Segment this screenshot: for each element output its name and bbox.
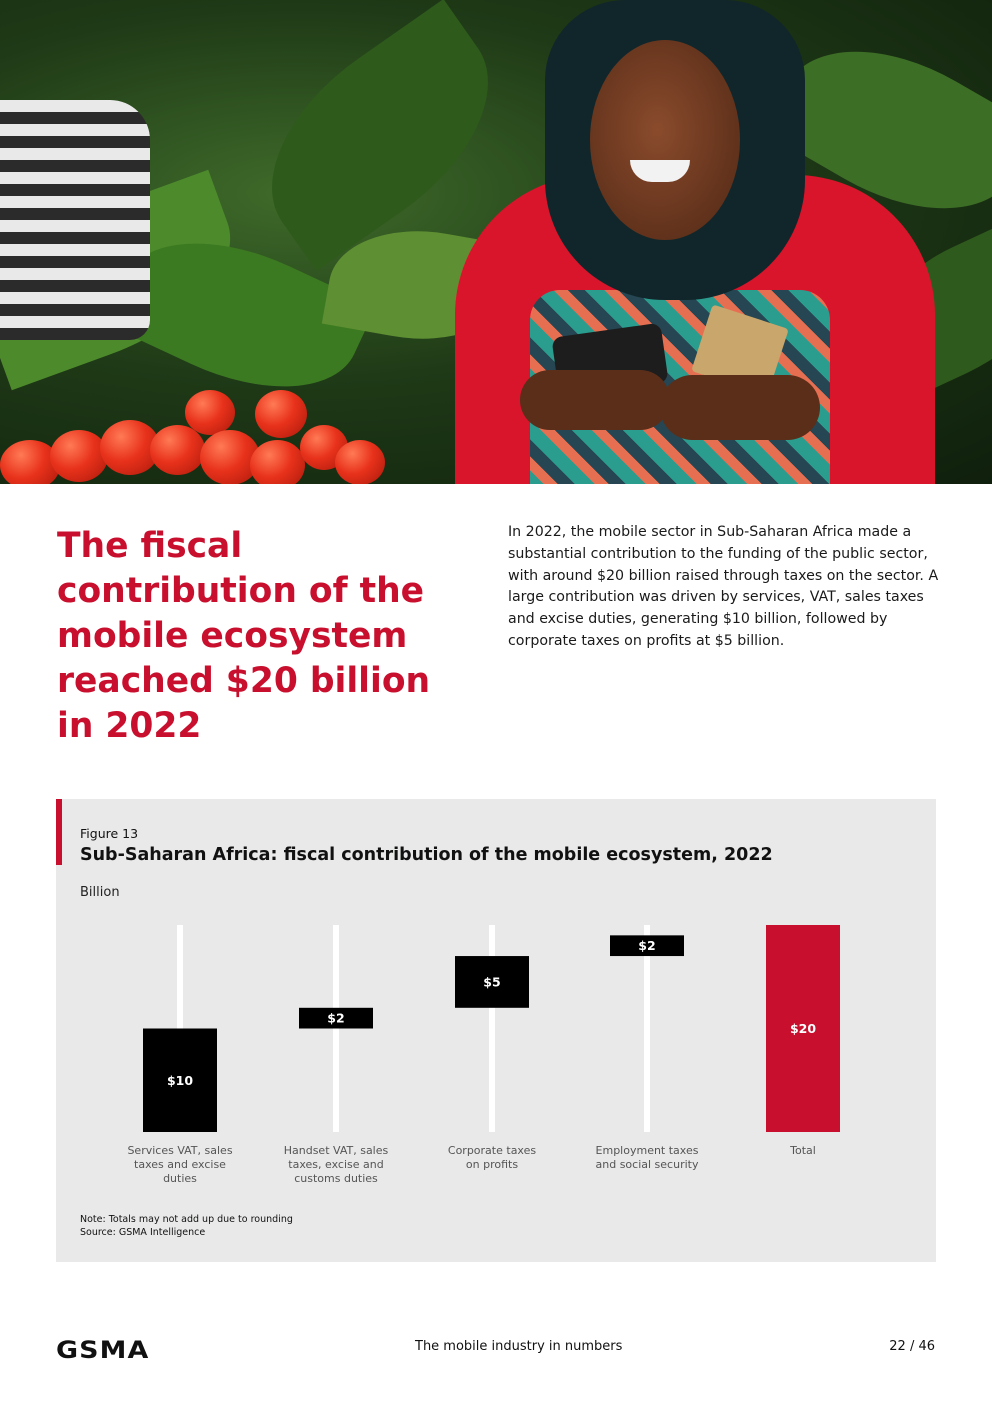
hero-photo <box>0 0 992 484</box>
category-label: taxes, excise and <box>288 1158 383 1171</box>
category-label: Services VAT, sales <box>127 1144 232 1157</box>
data-label: $10 <box>167 1073 193 1088</box>
total-bar <box>766 925 840 1132</box>
category-label: and social security <box>596 1158 699 1171</box>
category-label: on profits <box>466 1158 518 1171</box>
guide-line <box>489 925 495 1132</box>
category-label: duties <box>163 1172 197 1185</box>
figure-source: Source: GSMA Intelligence <box>80 1227 206 1238</box>
data-label: $2 <box>327 1011 344 1026</box>
intro-paragraph: In 2022, the mobile sector in Sub-Sahara… <box>508 524 939 649</box>
data-label: $20 <box>790 1021 816 1036</box>
category-label: Employment taxes <box>596 1144 699 1157</box>
data-label: $5 <box>483 974 500 989</box>
figure-label: Figure 13 <box>80 826 139 841</box>
page-number: 22 / 46 <box>889 1339 935 1354</box>
guide-line <box>644 925 650 1132</box>
category-label: Total <box>789 1144 816 1157</box>
category-label: taxes and excise <box>134 1158 226 1171</box>
figure-title: Sub-Saharan Africa: fiscal contribution … <box>80 845 773 865</box>
data-label: $2 <box>638 938 655 953</box>
footer-title: The mobile industry in numbers <box>415 1339 623 1354</box>
bar <box>299 1007 373 1029</box>
category-label: Handset VAT, sales <box>284 1144 389 1157</box>
gsma-logo: GSMA <box>56 1336 150 1364</box>
bar <box>455 956 529 1008</box>
figure-accent-bar <box>56 799 62 865</box>
bar <box>610 935 684 957</box>
bar <box>143 1028 217 1132</box>
page-heading: The fiscal contribution of the mobile ec… <box>57 526 431 746</box>
figure-note: Note: Totals may not add up due to round… <box>80 1214 293 1225</box>
category-label: customs duties <box>294 1172 378 1185</box>
figure-unit: Billion <box>80 885 120 900</box>
category-label: Corporate taxes <box>448 1144 536 1157</box>
